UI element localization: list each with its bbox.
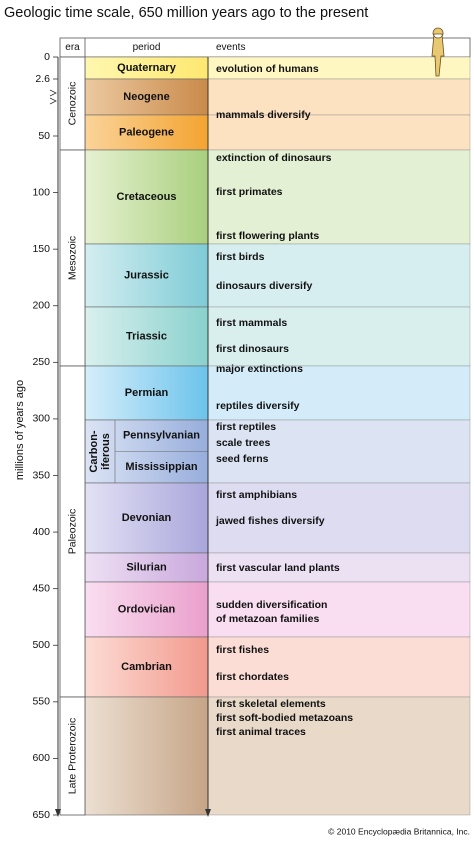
event: of metazoan families <box>216 613 319 625</box>
events-cell <box>207 696 471 816</box>
axis-arrow <box>55 809 61 817</box>
tick-label: 200 <box>32 300 50 312</box>
period-name: Neogene <box>123 91 169 103</box>
event: first skeletal elements <box>216 698 326 710</box>
events-cell <box>207 365 471 421</box>
event: evolution of humans <box>216 63 319 75</box>
period-name: Cambrian <box>121 661 172 673</box>
period-name: Cretaceous <box>117 191 177 203</box>
events-cell <box>207 114 471 151</box>
event: scale trees <box>216 437 270 449</box>
event: first flowering plants <box>216 230 319 242</box>
events-cell <box>207 243 471 308</box>
event: dinosaurs diversify <box>216 280 312 292</box>
era-name: Late Proterozoic <box>66 718 78 794</box>
tick-label: 450 <box>32 582 50 594</box>
event: first primates <box>216 186 283 198</box>
event: first fishes <box>216 644 269 656</box>
tick-label: 0 <box>44 51 50 63</box>
event: first vascular land plants <box>216 562 340 574</box>
period-name: Triassic <box>126 330 167 342</box>
event: first birds <box>216 251 265 263</box>
header-row <box>59 37 471 58</box>
title: Geologic time scale, 650 million years a… <box>4 5 368 21</box>
axis-arrow <box>205 809 211 817</box>
tick-label: 2.6 <box>35 73 50 85</box>
event: first reptiles <box>216 421 276 433</box>
period-name: Ordovician <box>118 603 176 615</box>
tick-label: 150 <box>32 243 50 255</box>
events-cell <box>207 306 471 367</box>
events-cell <box>207 149 471 245</box>
period-cell <box>84 482 209 554</box>
tick-label: 550 <box>32 696 50 708</box>
human-figure <box>431 27 445 77</box>
event: jawed fishes diversify <box>215 515 325 527</box>
event: major extinctions <box>216 363 303 375</box>
event: first mammals <box>216 317 287 329</box>
header-period: period <box>133 42 161 53</box>
event: first dinosaurs <box>216 343 289 355</box>
period-cell <box>84 114 209 151</box>
event: sudden diversification <box>216 599 327 611</box>
period-name: Carbon- <box>88 430 100 473</box>
events-cell <box>207 552 471 583</box>
credit: © 2010 Encyclopædia Britannica, Inc. <box>328 826 470 836</box>
tick-label: 400 <box>32 526 50 538</box>
period-cell <box>84 552 209 583</box>
tick-label: 250 <box>32 356 50 368</box>
period-name: Quaternary <box>117 62 177 74</box>
header-era: era <box>65 42 80 53</box>
events-cell <box>207 78 471 116</box>
period-name: Devonian <box>122 512 172 524</box>
era-name: Mesozoic <box>66 236 78 280</box>
events-cell <box>207 581 471 638</box>
tick-label: 100 <box>32 186 50 198</box>
tick-label: 600 <box>32 752 50 764</box>
events-cell <box>207 419 471 484</box>
era-cell <box>59 365 86 698</box>
period-name: Silurian <box>126 561 167 573</box>
event: seed ferns <box>216 453 269 465</box>
tick-label: 300 <box>32 413 50 425</box>
era-cell <box>59 56 86 151</box>
header-events: events <box>216 42 245 53</box>
period-cell <box>84 696 209 816</box>
period-cell <box>84 581 209 638</box>
axis-break <box>49 89 57 105</box>
event: reptiles diversify <box>216 400 300 412</box>
tick-label: 350 <box>32 469 50 481</box>
axis-label: millions of years ago <box>14 380 26 480</box>
event: first animal traces <box>216 726 306 738</box>
tick-label: 650 <box>32 809 50 821</box>
events-cell <box>207 482 471 554</box>
era-cell <box>59 696 86 816</box>
period-name: Jurassic <box>124 269 169 281</box>
event: first chordates <box>216 671 289 683</box>
event: mammals diversify <box>216 109 311 121</box>
period-cell <box>84 149 209 245</box>
event: first soft-bodied metazoans <box>216 712 353 724</box>
subperiod-name: Pennsylvanian <box>123 430 200 442</box>
tick-label: 50 <box>38 130 50 142</box>
era-name: Cenozoic <box>66 82 78 126</box>
era-name: Paleozoic <box>66 509 78 555</box>
period-name: iferous <box>100 433 112 470</box>
period-cell <box>84 365 209 421</box>
event: extinction of dinosaurs <box>216 152 332 164</box>
era-cell <box>59 149 86 367</box>
event: first amphibians <box>216 489 297 501</box>
period-name: Permian <box>125 387 169 399</box>
period-name: Paleogene <box>119 126 174 138</box>
period-cell <box>84 636 209 698</box>
period-cell <box>84 243 209 308</box>
tick-label: 500 <box>32 639 50 651</box>
subperiod-name: Mississippian <box>125 461 197 473</box>
